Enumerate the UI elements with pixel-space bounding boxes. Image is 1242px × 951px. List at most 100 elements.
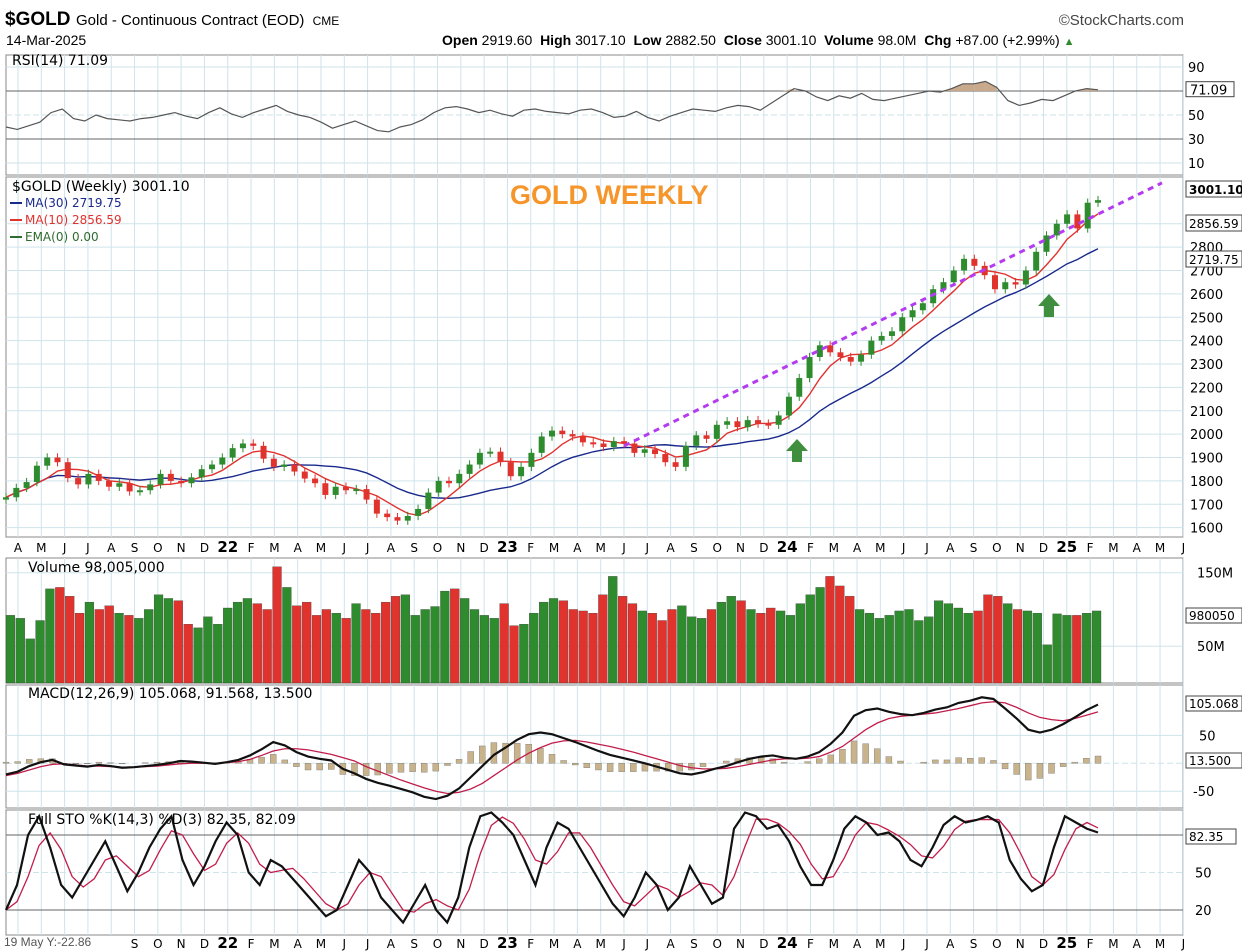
macd-histogram-bar <box>723 760 730 764</box>
price-last-tag: 2719.75 <box>1189 253 1239 267</box>
macd-histogram-bar <box>815 758 823 764</box>
x-tick-label: A <box>14 541 23 555</box>
x-tick-label: F <box>248 541 255 555</box>
x-tick-label: S <box>131 937 139 951</box>
candle-body <box>466 464 473 474</box>
volume-bar <box>1052 613 1062 684</box>
price-last-tag: 3001.10 <box>1189 183 1242 197</box>
price-y-tick: 2700 <box>1190 265 1223 280</box>
candle-body <box>23 482 30 488</box>
candle-body <box>652 449 659 455</box>
macd-histogram-bar <box>269 754 277 764</box>
x-tick-label: 25 <box>1056 538 1077 556</box>
x-tick-label: F <box>248 937 255 951</box>
x-tick-label: F <box>527 937 534 951</box>
x-tick-label: D <box>480 541 489 555</box>
volume-bar <box>509 625 519 684</box>
x-tick-label: J <box>645 541 650 555</box>
candle-body <box>95 473 102 481</box>
x-tick-label: A <box>107 541 116 555</box>
volume-bar <box>825 576 835 684</box>
volume-bar <box>519 624 529 684</box>
x-tick-label: M <box>269 937 279 951</box>
volume-bar <box>637 610 647 684</box>
macd-histogram-bar <box>455 759 463 764</box>
candle-body <box>3 497 9 500</box>
volume-bar <box>381 601 391 684</box>
volume-bar <box>746 609 756 684</box>
x-tick-label: S <box>970 937 978 951</box>
x-tick-label: M <box>1155 937 1165 951</box>
description-text: Gold - Continuous Contract (EOD) <box>76 12 305 29</box>
x-tick-label: N <box>1016 937 1025 951</box>
rsi-y-tick: 10 <box>1188 157 1205 172</box>
macd-histogram-bar <box>1083 758 1090 764</box>
volume-bar <box>657 620 667 684</box>
volume-bar <box>598 594 608 684</box>
high-value: 3017.10 <box>575 32 626 48</box>
instrument-description: Gold - Continuous Contract (EOD) CME <box>76 12 339 29</box>
macd-histogram-bar <box>107 762 114 764</box>
macd-histogram-bar <box>1013 763 1020 775</box>
volume-bar <box>489 618 499 684</box>
volume-bar <box>548 598 559 684</box>
macd-histogram-bar <box>153 761 161 764</box>
volume-bar <box>173 600 183 684</box>
candle-body <box>353 489 360 492</box>
volume-bar <box>134 618 144 684</box>
chg-value: +87.00 (+2.99%) <box>955 32 1060 48</box>
volume-bar <box>963 612 973 684</box>
candle-body <box>33 465 40 483</box>
x-tick-label: M <box>829 541 839 555</box>
volume-bar <box>894 610 904 684</box>
candle-body <box>13 487 20 498</box>
sto-y-tick: 20 <box>1195 904 1212 919</box>
x-tick-label: M <box>316 937 326 951</box>
price-y-tick: 1600 <box>1190 522 1223 537</box>
volume-bar <box>855 609 865 684</box>
x-tick-label: J <box>924 937 929 951</box>
high-label: High <box>540 32 572 48</box>
macd-histogram-bar <box>967 758 974 764</box>
volume-bar <box>884 615 894 684</box>
volume-bar <box>213 624 223 684</box>
macd-hist-tag-box <box>1185 752 1242 769</box>
volume-bar <box>232 601 243 684</box>
x-tick-label: J <box>901 937 906 951</box>
x-tick-label: J <box>901 541 906 555</box>
macd-histogram-bar <box>502 742 509 764</box>
candle-body <box>157 473 164 485</box>
macd-histogram-bar <box>281 759 289 764</box>
volume-bar <box>440 590 450 684</box>
volume-bar <box>1072 615 1082 684</box>
x-tick-label: O <box>433 541 442 555</box>
candle-body <box>445 480 452 484</box>
candle-body <box>188 477 195 484</box>
candle-body <box>270 458 277 467</box>
volume-bar <box>331 612 341 684</box>
candle-body <box>703 435 710 439</box>
candle-body <box>662 454 669 463</box>
price-last-tag: 2856.59 <box>1189 217 1239 231</box>
candle-body <box>250 443 257 446</box>
volume-last-tag-box <box>1185 607 1242 624</box>
volume-bar <box>933 600 944 684</box>
x-tick-label: A <box>666 541 675 555</box>
rsi-last-value-box <box>1185 81 1235 98</box>
volume-bar <box>25 638 35 684</box>
candle-body <box>136 490 143 493</box>
macd-histogram-bar <box>409 763 416 772</box>
legend-entry: EMA(0) 0.00 <box>25 230 99 244</box>
macd-histogram-bar <box>293 763 300 767</box>
close-label: Close <box>723 32 762 48</box>
macd-histogram-bar <box>537 747 544 764</box>
volume-bar <box>15 618 25 684</box>
x-tick-label: J <box>342 541 347 555</box>
candle-body <box>868 340 875 355</box>
candle-body <box>1043 235 1050 252</box>
price-y-tick: 1800 <box>1190 475 1223 490</box>
volume-bar <box>776 610 786 684</box>
macd-histogram-bar <box>513 742 521 764</box>
x-tick-label: 25 <box>1056 934 1077 951</box>
volume-bar <box>272 566 282 684</box>
